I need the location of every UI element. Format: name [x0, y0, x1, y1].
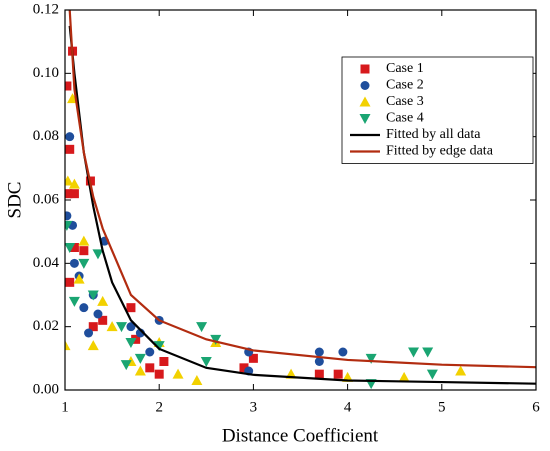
point — [126, 303, 136, 313]
point — [65, 175, 74, 186]
point — [65, 132, 75, 142]
point — [153, 341, 165, 352]
point — [196, 322, 208, 333]
plot-area — [65, 10, 536, 390]
y-tick-label: 0.02 — [33, 318, 59, 334]
legend-label: Case 2 — [386, 78, 424, 93]
legend-marker — [359, 96, 371, 107]
point — [87, 290, 99, 301]
y-tick-label: 0.10 — [33, 65, 59, 81]
point — [69, 189, 79, 199]
y-tick-label: 0.04 — [33, 255, 60, 271]
point — [84, 328, 94, 338]
point — [65, 220, 73, 231]
legend-marker — [359, 114, 371, 124]
point — [125, 338, 137, 348]
fit-line — [68, 10, 536, 369]
point — [426, 369, 438, 380]
point — [73, 273, 85, 284]
point — [126, 322, 136, 332]
point — [338, 347, 348, 357]
point — [314, 347, 324, 357]
point — [248, 353, 258, 363]
point — [78, 258, 90, 269]
x-tick-label: 4 — [344, 399, 352, 415]
point — [79, 246, 89, 256]
point — [159, 357, 169, 366]
point — [455, 365, 467, 376]
legend-label: Fitted by edge data — [386, 144, 494, 159]
point — [154, 369, 164, 379]
legend-marker — [360, 81, 370, 90]
point — [365, 353, 377, 364]
plot-frame — [64, 9, 537, 391]
point — [191, 375, 203, 385]
legend-marker — [360, 64, 370, 74]
legend-box — [341, 56, 534, 164]
legend-label: Case 1 — [386, 61, 424, 76]
point — [98, 315, 108, 325]
point — [65, 211, 72, 221]
x-tick-label: 5 — [438, 399, 446, 415]
point — [65, 243, 76, 253]
point — [145, 347, 155, 357]
point — [65, 81, 72, 91]
point — [106, 321, 118, 332]
point — [79, 303, 89, 313]
y-axis-title: SDC — [4, 182, 25, 219]
point — [65, 144, 75, 154]
point — [145, 363, 155, 373]
point — [92, 249, 104, 260]
y-tick-label: 0.00 — [33, 381, 59, 397]
point — [314, 357, 324, 366]
legend-label: Fitted by all data — [386, 127, 481, 142]
point — [97, 295, 109, 306]
point — [314, 369, 324, 379]
point — [78, 235, 90, 246]
x-axis-title: Distance Coefficient — [222, 425, 379, 446]
point — [210, 334, 222, 345]
point — [134, 365, 146, 376]
point — [422, 347, 434, 358]
point — [65, 277, 75, 287]
point — [134, 353, 146, 364]
point — [120, 360, 132, 371]
point — [333, 369, 343, 379]
point — [116, 322, 128, 333]
point — [408, 347, 420, 358]
point — [239, 363, 249, 373]
legend-label: Case 4 — [386, 111, 424, 126]
point — [93, 309, 103, 319]
point — [88, 322, 98, 332]
x-tick-label: 1 — [61, 399, 69, 415]
y-tick-label: 0.08 — [33, 128, 59, 144]
point — [65, 340, 71, 351]
point — [68, 296, 80, 307]
y-tick-label: 0.12 — [33, 1, 59, 17]
point — [69, 258, 79, 268]
x-tick-label: 2 — [155, 399, 163, 415]
x-tick-label: 3 — [250, 399, 258, 415]
x-tick-label: 6 — [532, 399, 540, 415]
legend-label: Case 3 — [386, 94, 424, 109]
y-tick-label: 0.06 — [33, 191, 60, 207]
point — [200, 357, 212, 367]
point — [398, 371, 410, 382]
point — [65, 189, 73, 199]
point — [69, 243, 79, 252]
point — [68, 178, 80, 189]
point — [172, 368, 184, 379]
point — [87, 340, 99, 351]
